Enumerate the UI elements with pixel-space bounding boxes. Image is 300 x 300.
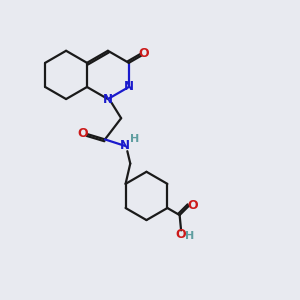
Text: O: O bbox=[175, 228, 186, 241]
Text: O: O bbox=[78, 127, 88, 140]
Text: N: N bbox=[124, 80, 134, 94]
Text: N: N bbox=[120, 140, 130, 152]
Text: H: H bbox=[130, 134, 139, 144]
Text: N: N bbox=[103, 93, 113, 106]
Text: O: O bbox=[187, 199, 198, 212]
Text: O: O bbox=[139, 46, 149, 60]
Text: H: H bbox=[185, 231, 194, 241]
